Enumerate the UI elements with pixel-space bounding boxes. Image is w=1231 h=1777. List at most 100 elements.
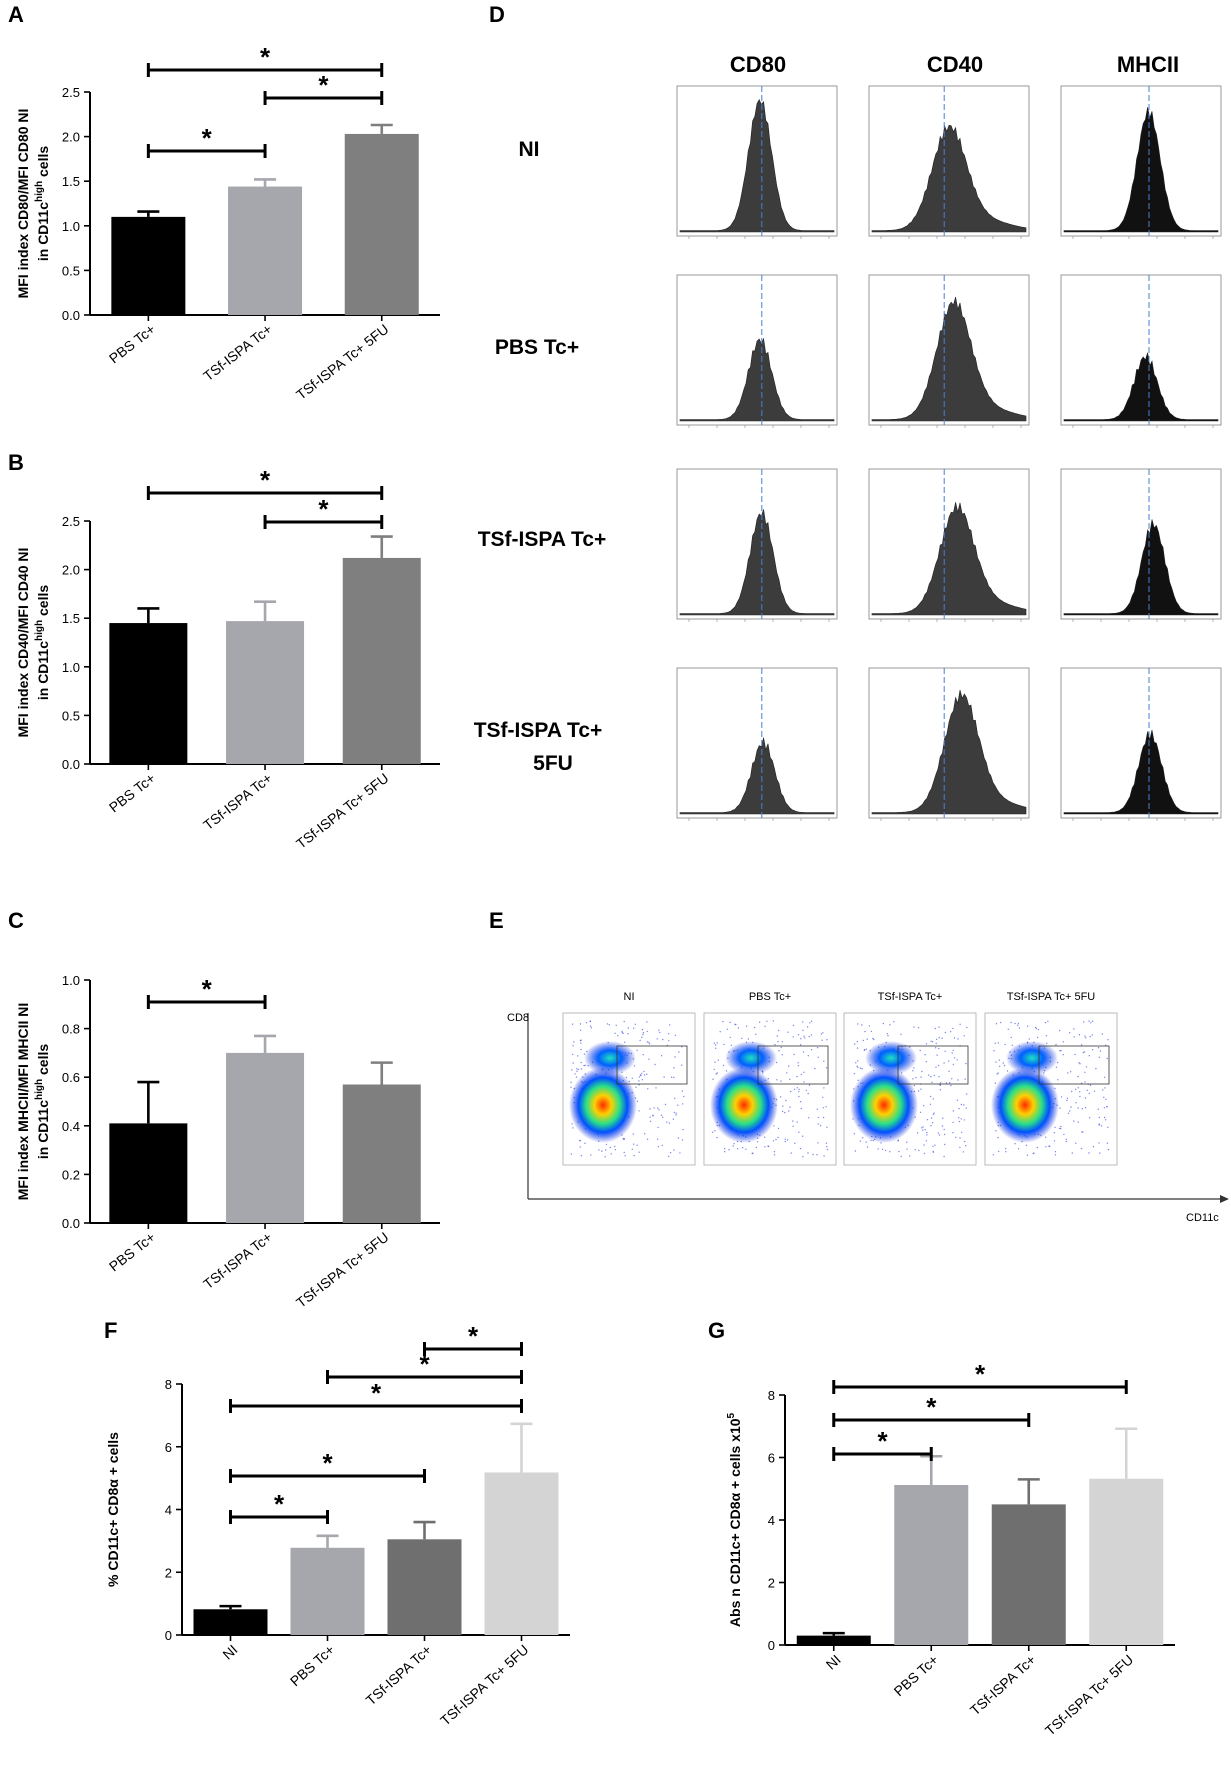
density-dot [1073,1036,1075,1038]
density-dot [636,1144,638,1147]
density-dot [1055,1066,1058,1069]
density-dot [728,1149,730,1151]
sig-star-a-2: * [202,123,213,153]
bar-f-2 [387,1539,462,1635]
density-dot [802,1051,805,1053]
density-dot [642,1033,644,1036]
density-dot [682,1128,684,1131]
density-dot [779,1096,782,1098]
density-dot [965,1093,968,1095]
density-dot [657,1146,660,1148]
density-dot [868,1025,871,1027]
density-dot [584,1142,586,1145]
density-dot [648,1041,650,1044]
density-dot [579,1023,582,1025]
density-dot [963,1035,965,1037]
density-dot [997,1042,999,1044]
density-dot [808,1084,811,1086]
density-dot [825,1142,828,1144]
density-dot [958,1108,960,1110]
density-dot [792,1120,794,1122]
density-dot [861,1137,864,1139]
density-dot [931,1122,934,1124]
density-dot [797,1065,800,1067]
density-dot [918,1149,920,1152]
histogram-fill-1-1 [871,296,1027,422]
row-label-tsf-5fu-line2: 5FU [533,752,573,775]
density-dot [590,1027,593,1029]
density-dot [681,1064,683,1066]
density-dot [606,1023,609,1025]
density-dot [636,1049,638,1052]
density-dot [965,1145,967,1147]
density-dot [1105,1098,1107,1101]
density-dot [995,1061,997,1063]
column-header-cd80: CD80 [730,52,786,77]
density-dot [773,1154,776,1156]
density-dot [930,1125,932,1127]
density-dot [917,1027,920,1029]
density-dot [786,1139,789,1141]
category-label-b-1: TSf-ISPA Tc+ [200,770,275,833]
density-dot [1077,1087,1080,1089]
density-dot [938,1076,940,1078]
density-dot [792,1125,794,1128]
density-dot [995,1130,997,1132]
density-dot [580,1061,582,1064]
density-dot [952,1110,955,1112]
panel-letter-e: E [489,908,504,933]
y-tick-label-f: 6 [165,1440,172,1455]
density-dot [898,1150,900,1153]
density-dot [789,1078,791,1081]
density-dot [931,1041,934,1043]
density-dot [666,1121,668,1123]
density-dot [961,1131,963,1134]
density-dot [944,1143,946,1146]
density-dot [1091,1049,1094,1051]
density-dot [621,1030,623,1033]
density-dot [785,1099,787,1102]
density-dot [1026,1154,1029,1156]
density-dot [943,1128,945,1131]
density-dot [657,1126,659,1129]
density-dot [1104,1119,1107,1121]
density-dot [1088,1117,1091,1119]
density-dot [638,1084,640,1086]
density-dot [646,1073,648,1075]
density-dot [675,1112,677,1114]
density-dot [615,1024,617,1027]
density-dot [807,1055,809,1057]
density-dot [677,1137,680,1139]
density-dot [679,1152,681,1154]
density-dot [729,1036,731,1039]
density-dot [726,1028,728,1031]
density-dot [1107,1148,1110,1151]
density-dot [939,1082,942,1084]
density-dot [745,1148,747,1151]
density-dot [643,1074,646,1076]
density-dot [924,1129,926,1131]
chart-g: 0 2 4 6 8 NI PBS Tc+ TSf-ISPA Tc+ TSf-ISPA Tc+ 5… [726,1359,1175,1739]
density-dot [800,1073,802,1076]
histogram-fill-3-1 [871,689,1027,815]
density-dot [1006,1070,1009,1072]
density-dot [900,1033,902,1036]
density-dot [790,1152,792,1154]
density-dot [796,1087,798,1089]
density-dot [998,1059,1000,1061]
bar-g-0 [796,1635,871,1645]
density-dot [643,1070,645,1073]
density-dot [808,1035,810,1038]
density-dot [951,1078,953,1080]
density-dot [934,1047,937,1049]
density-dot [917,1090,920,1092]
density-dot [776,1079,778,1081]
bar-b-1 [226,621,305,764]
density-dot [742,1147,744,1149]
density-dot [939,1089,942,1091]
density-dot [1000,1021,1002,1024]
density-dot [1080,1082,1083,1084]
density-dot [963,1119,965,1121]
density-dot [960,1118,962,1120]
density-dot [952,1132,954,1134]
